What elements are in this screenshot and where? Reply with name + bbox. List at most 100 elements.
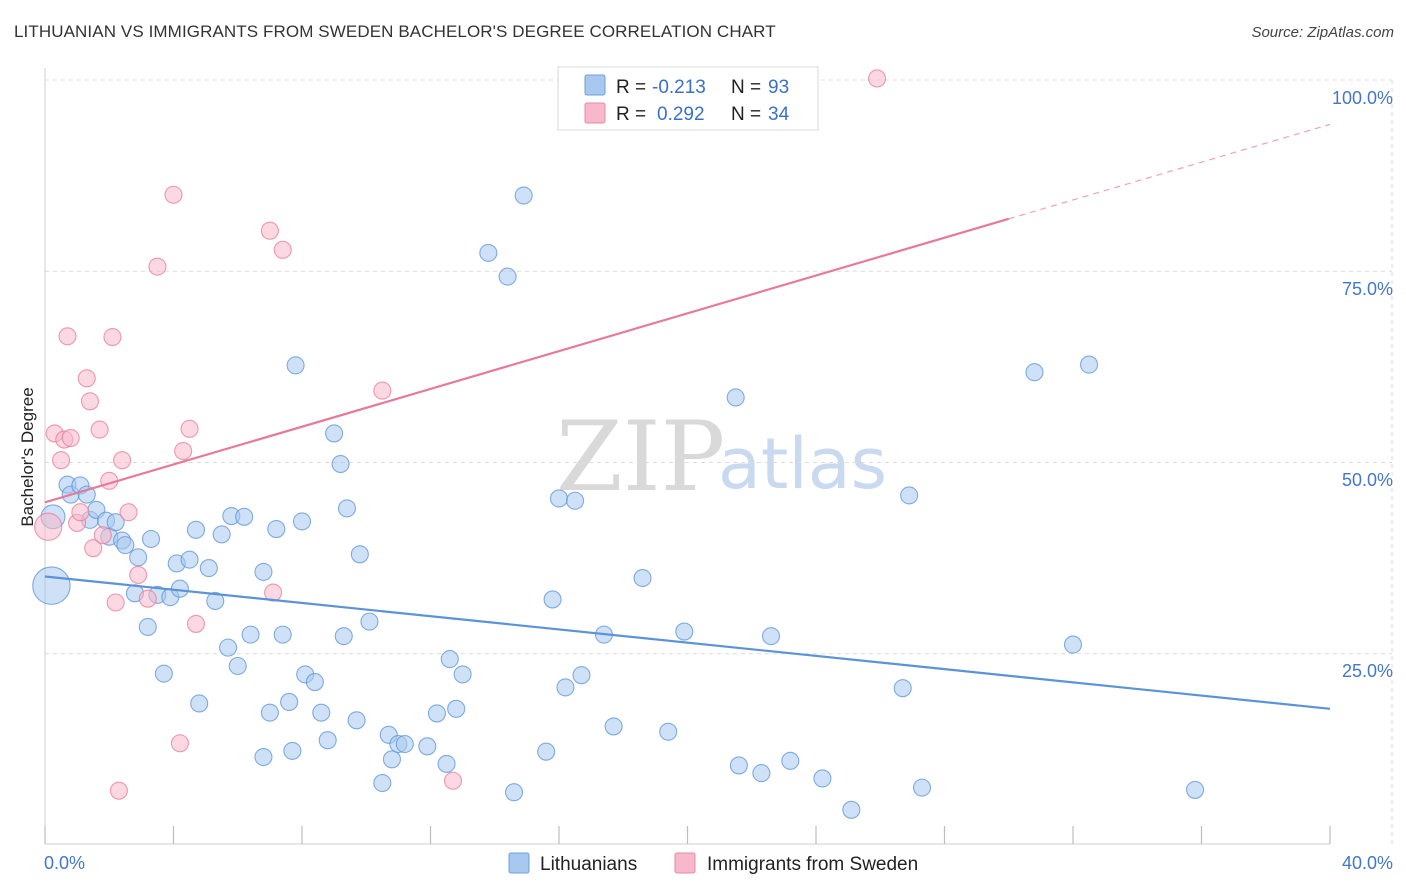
- stats-legend: R = -0.213 N = 93 R = 0.292 N = 34: [557, 66, 819, 131]
- legend-r-label: R =: [616, 104, 646, 125]
- legend-n-value: 34: [768, 104, 790, 125]
- legend-swatch-lithuanians: [584, 74, 606, 96]
- point-lithuanians: [235, 507, 254, 526]
- point-lithuanians: [604, 717, 623, 736]
- point-lithuanians: [267, 520, 286, 539]
- point-lithuanians: [1025, 363, 1044, 382]
- point-sweden: [443, 771, 463, 790]
- point-sweden: [103, 327, 122, 347]
- point-sweden: [373, 381, 392, 400]
- point-sweden: [186, 614, 206, 633]
- point-lithuanians: [479, 243, 498, 262]
- point-lithuanians: [659, 722, 678, 741]
- point-lithuanians: [292, 512, 312, 531]
- y-axis-label: Bachelor's Degree: [18, 387, 37, 526]
- point-lithuanians: [106, 513, 125, 532]
- legend-swatch-sweden: [674, 852, 696, 874]
- x-tick-label: 40.0%: [1342, 853, 1393, 873]
- point-sweden: [180, 419, 199, 438]
- point-sweden: [84, 539, 103, 558]
- point-lithuanians: [318, 731, 337, 750]
- point-lithuanians: [437, 754, 456, 773]
- point-sweden: [90, 420, 109, 439]
- source-label: Source: ZipAtlas.com: [1251, 24, 1394, 41]
- grid-lines: [45, 79, 1393, 844]
- point-lithuanians: [141, 529, 161, 549]
- point-sweden: [273, 240, 292, 259]
- point-lithuanians: [893, 679, 912, 698]
- point-lithuanians: [566, 491, 585, 510]
- point-lithuanians: [199, 559, 218, 578]
- point-lithuanians: [498, 267, 517, 286]
- point-lithuanians: [418, 737, 437, 756]
- point-sweden: [58, 327, 77, 346]
- point-lithuanians: [312, 703, 331, 722]
- point-lithuanians: [305, 673, 324, 692]
- point-sweden: [61, 428, 80, 448]
- point-sweden: [119, 503, 138, 522]
- point-lithuanians: [273, 625, 292, 644]
- point-lithuanians: [180, 550, 199, 569]
- point-lithuanians: [334, 627, 353, 646]
- data-points: [32, 69, 1205, 819]
- point-lithuanians: [842, 800, 861, 819]
- point-lithuanians: [254, 747, 273, 767]
- legend-n-label: N =: [731, 104, 761, 125]
- point-lithuanians: [154, 664, 173, 683]
- point-lithuanians: [360, 612, 379, 631]
- point-lithuanians: [543, 590, 562, 609]
- axes: [44, 68, 1331, 845]
- point-lithuanians: [116, 536, 135, 555]
- point-lithuanians: [186, 520, 206, 539]
- point-sweden: [138, 589, 157, 608]
- trend-line-sweden: [44, 217, 1010, 504]
- point-lithuanians: [190, 694, 209, 713]
- point-lithuanians: [347, 711, 366, 730]
- point-lithuanians: [572, 666, 591, 685]
- point-lithuanians: [752, 764, 771, 783]
- series-legend: Lithuanians Immigrants from Sweden: [508, 852, 918, 875]
- legend-n-value: 93: [768, 77, 789, 98]
- trend-line-lithuanians: [44, 575, 1331, 710]
- point-lithuanians: [331, 454, 350, 474]
- point-lithuanians: [726, 388, 745, 407]
- point-lithuanians: [382, 750, 402, 769]
- legend-label-lithuanians: Lithuanians: [540, 854, 637, 875]
- point-lithuanians: [129, 548, 148, 567]
- legend-r-value: 0.292: [657, 104, 705, 125]
- legend-r-value: -0.213: [652, 77, 706, 98]
- y-tick-label: 75.0%: [1342, 279, 1393, 299]
- point-lithuanians: [912, 778, 932, 797]
- point-lithuanians: [212, 525, 231, 544]
- point-sweden: [113, 451, 132, 470]
- point-lithuanians: [260, 703, 279, 722]
- point-sweden: [867, 69, 887, 88]
- point-sweden: [170, 734, 189, 753]
- point-lithuanians: [537, 742, 556, 761]
- point-lithuanians: [440, 650, 459, 669]
- trend-line-sweden-extension: [1008, 123, 1331, 220]
- point-lithuanians: [138, 617, 157, 637]
- point-lithuanians: [675, 622, 694, 641]
- point-sweden: [34, 512, 63, 541]
- point-sweden: [80, 392, 100, 411]
- point-sweden: [77, 369, 96, 388]
- y-tick-label: 50.0%: [1342, 470, 1393, 490]
- point-lithuanians: [228, 656, 247, 676]
- point-lithuanians: [1063, 635, 1083, 654]
- point-sweden: [164, 185, 183, 204]
- point-lithuanians: [395, 734, 414, 754]
- watermark-atlas: atlas: [718, 423, 887, 505]
- point-lithuanians: [373, 773, 392, 793]
- legend-swatch-sweden: [584, 102, 606, 124]
- legend-label-sweden: Immigrants from Sweden: [707, 854, 918, 875]
- legend-swatch-lithuanians: [508, 852, 530, 874]
- point-lithuanians: [504, 783, 524, 802]
- point-lithuanians: [350, 545, 369, 564]
- point-lithuanians: [1080, 355, 1099, 374]
- point-sweden: [93, 526, 112, 545]
- point-sweden: [148, 257, 167, 276]
- watermark-zip: ZIP: [556, 401, 725, 513]
- point-lithuanians: [781, 751, 800, 770]
